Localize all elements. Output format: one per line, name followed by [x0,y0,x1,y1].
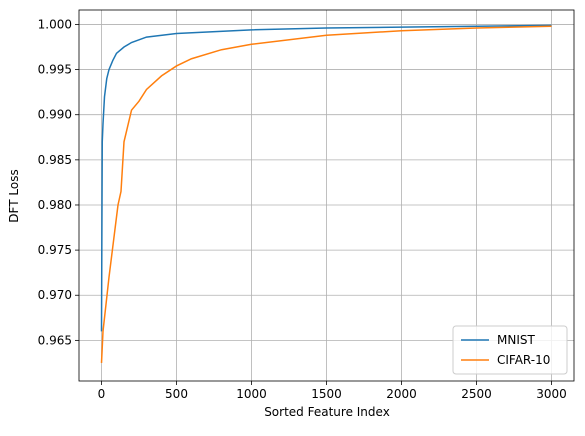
y-tick-label: 1.000 [38,17,72,31]
x-tick-label: 3000 [536,387,567,401]
y-tick-label: 0.980 [38,198,72,212]
x-tick-label: 500 [165,387,188,401]
y-tick-label: 0.985 [38,153,72,167]
y-axis-label: DFT Loss [7,169,21,222]
y-tick-label: 0.965 [38,333,72,347]
legend-box [452,325,568,375]
legend-label: CIFAR-10 [497,353,550,367]
y-tick-label: 0.990 [38,108,72,122]
y-tick-label: 0.995 [38,63,72,77]
x-tick-label: 1000 [236,387,267,401]
x-tick-label: 2000 [386,387,417,401]
x-tick-label: 0 [98,387,106,401]
x-axis-label: Sorted Feature Index [264,405,390,419]
x-tick-label: 1500 [311,387,342,401]
x-tick-label: 2500 [461,387,492,401]
line [100,24,552,332]
legend-label: MNIST [497,333,535,347]
y-tick-label: 0.975 [38,243,72,257]
plot-frame [78,9,575,382]
y-tick-label: 0.970 [38,288,72,302]
line [100,25,552,363]
